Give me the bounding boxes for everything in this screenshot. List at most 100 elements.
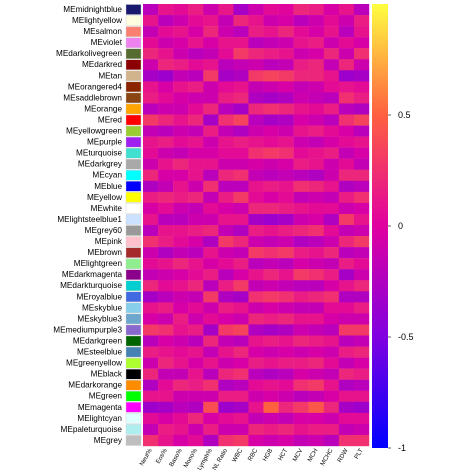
heatmap-cell	[323, 114, 340, 126]
heatmap-cell	[158, 92, 174, 104]
row-label: MEblue	[94, 182, 122, 191]
heatmap-cell	[263, 412, 279, 425]
heatmap-cell	[323, 247, 340, 259]
heatmap-cell	[188, 169, 204, 181]
heatmap-cell	[143, 92, 159, 104]
heatmap-cell	[338, 324, 355, 336]
heatmap-cell	[293, 313, 309, 325]
heatmap-cell	[173, 147, 189, 159]
module-color-swatch	[125, 225, 142, 236]
heatmap-cell	[173, 313, 189, 325]
module-color-swatch	[125, 435, 142, 446]
heatmap-cell	[158, 412, 174, 425]
heatmap-cell	[248, 213, 264, 226]
heatmap-cell	[203, 280, 219, 292]
row-label: MEmidnightblue	[63, 5, 122, 14]
module-color-swatch	[125, 368, 142, 380]
heatmap-cell	[233, 92, 249, 104]
heatmap-cell	[323, 169, 340, 181]
heatmap-cell	[293, 258, 309, 270]
heatmap-cell	[323, 269, 340, 281]
heatmap-cell	[173, 258, 189, 270]
heatmap-cell	[278, 346, 294, 358]
heatmap-cell	[233, 202, 249, 215]
heatmap-cell	[308, 48, 324, 60]
heatmap-cell	[248, 324, 264, 336]
heatmap-cell	[173, 103, 189, 115]
heatmap-cell	[248, 169, 264, 181]
heatmap-cell	[323, 136, 340, 148]
heatmap-cell	[278, 225, 294, 237]
heatmap-cell	[233, 434, 249, 447]
heatmap-cell	[158, 335, 174, 347]
heatmap-cell	[278, 202, 294, 215]
heatmap-cell	[338, 357, 355, 369]
heatmap-cell	[233, 136, 249, 148]
heatmap-cell	[233, 291, 249, 303]
heatmap-cell	[188, 434, 204, 447]
heatmap-cell	[353, 357, 370, 369]
heatmap-cell	[293, 191, 309, 204]
heatmap-cell	[323, 346, 340, 358]
heatmap-cell	[173, 324, 189, 336]
heatmap-cell	[203, 70, 219, 82]
heatmap-cell	[353, 136, 370, 148]
heatmap-cell	[308, 423, 324, 436]
heatmap-cell	[158, 37, 174, 49]
heatmap-cell	[338, 213, 355, 226]
heatmap-cell	[173, 401, 189, 414]
colorbar: -1 -0.5 0 0.5	[372, 4, 414, 453]
heatmap-cell	[143, 202, 159, 215]
heatmap-cell	[203, 114, 219, 126]
heatmap-cell	[293, 434, 309, 447]
heatmap-cell	[158, 291, 174, 303]
heatmap-cell	[188, 4, 204, 16]
heatmap-cell	[338, 26, 355, 38]
heatmap-cell	[233, 225, 249, 237]
heatmap-cell	[158, 434, 174, 447]
heatmap-cell	[158, 390, 174, 402]
heatmap-cell	[338, 346, 355, 358]
heatmap-cell	[323, 125, 340, 137]
module-color-swatch	[125, 302, 142, 314]
module-color-swatch	[125, 125, 142, 137]
heatmap-cell	[218, 125, 234, 137]
heatmap-cell	[158, 103, 174, 115]
heatmap-cell	[203, 313, 219, 325]
heatmap-cell	[278, 302, 294, 314]
heatmap-cell	[248, 92, 264, 104]
heatmap-cell	[248, 291, 264, 303]
heatmap-cell	[338, 434, 355, 447]
heatmap-cell	[233, 114, 249, 126]
heatmap-cell	[323, 213, 340, 226]
heatmap-cell	[323, 202, 340, 215]
module-color-swatch	[125, 103, 142, 115]
heatmap-cell	[263, 423, 279, 436]
module-color-swatch	[125, 313, 142, 325]
heatmap-cell	[188, 136, 204, 148]
heatmap-cell	[188, 269, 204, 281]
heatmap-cell	[293, 412, 309, 425]
heatmap-cell	[188, 236, 204, 248]
heatmap-cell	[188, 103, 204, 115]
heatmap-cell	[263, 81, 279, 93]
heatmap-cell	[293, 26, 309, 38]
module-color-swatch	[125, 335, 142, 347]
colorbar-tick-label: -1	[398, 443, 406, 453]
heatmap-cell	[143, 368, 159, 380]
heatmap-cell	[263, 390, 279, 402]
heatmap-cell	[188, 258, 204, 270]
heatmap-cell	[188, 225, 204, 237]
heatmap-cell	[278, 26, 294, 38]
heatmap-cell	[143, 423, 159, 436]
heatmap-cell	[218, 434, 234, 447]
heatmap-cell	[338, 81, 355, 93]
heatmap-cell	[263, 324, 279, 336]
heatmap-cell	[323, 280, 340, 292]
heatmap-cell	[233, 26, 249, 38]
module-color-swatch	[125, 291, 142, 303]
heatmap-cell	[173, 368, 189, 380]
heatmap-cell	[203, 379, 219, 391]
column-label: NL Ratio	[211, 447, 229, 472]
heatmap-cell	[263, 70, 279, 82]
